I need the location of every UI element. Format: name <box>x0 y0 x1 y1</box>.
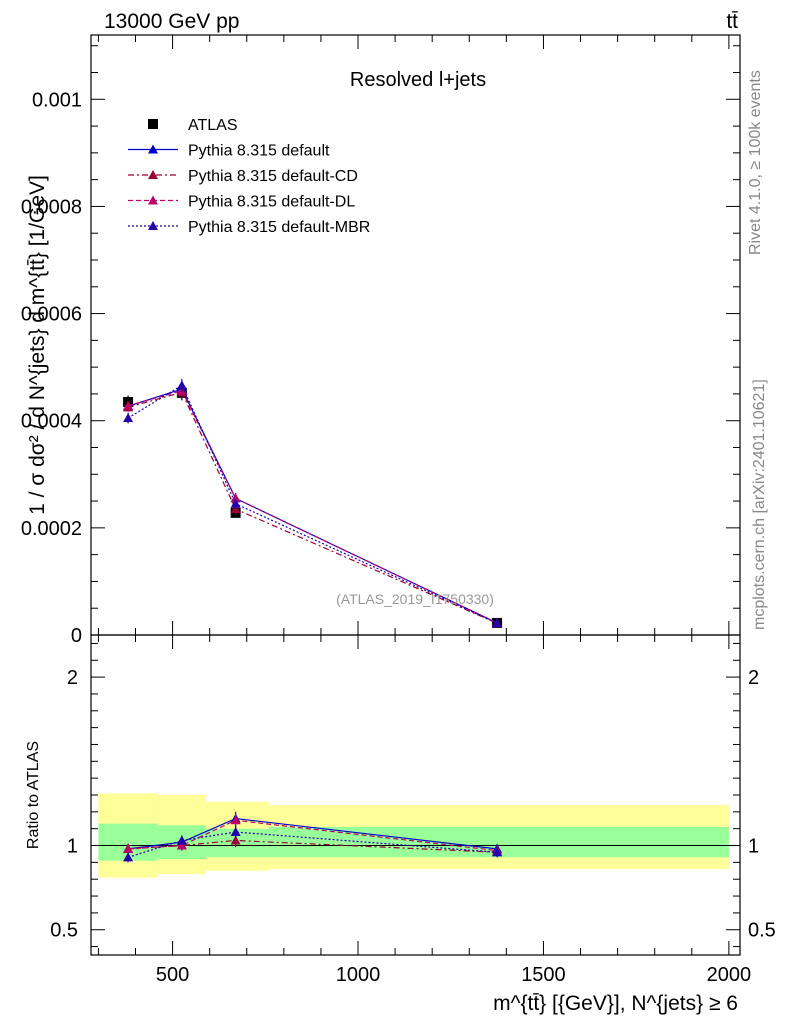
x-tick-label: 1000 <box>336 964 381 986</box>
main-mbr-line <box>127 384 498 624</box>
ratio-dl-point <box>230 815 241 825</box>
main-mbr-point <box>230 498 241 508</box>
main-marks <box>123 378 503 628</box>
ratio-y-tick-label-right: 2 <box>748 667 759 689</box>
x-tick-label: 1500 <box>521 964 566 986</box>
main-axes: 0 0.0002 0.0004 0.0006 0.0008 0.001 <box>21 35 740 647</box>
legend-default-label: Pythia 8.315 default <box>188 143 330 160</box>
main-default-line <box>127 388 498 624</box>
y-tick-label: 0.0008 <box>21 196 82 218</box>
main-panel: 0 0.0002 0.0004 0.0006 0.0008 0.001 Resolved … <box>21 34 741 647</box>
main-dl-point <box>123 400 134 410</box>
legend-dl-label: Pythia 8.315 default-DL <box>188 194 355 211</box>
y-tick-label: 0.0006 <box>21 304 82 326</box>
legend-cd-label: Pythia 8.315 default-CD <box>188 168 358 185</box>
ratio-dl-line <box>128 819 498 852</box>
main-title: Resolved l+jets <box>350 69 486 91</box>
ratio-dl-point <box>123 843 134 853</box>
ratio-cd-point <box>230 835 241 845</box>
legend-atlas-marker <box>148 119 158 129</box>
main-dl-line <box>127 390 498 624</box>
ratio-y-label: Ratio to ATLAS <box>25 741 42 849</box>
watermark: (ATLAS_2019_I1750330) <box>336 591 494 607</box>
header-left: 13000 GeV pp <box>104 10 239 33</box>
legend-dl-marker <box>148 195 158 205</box>
x-tick-label: 500 <box>156 964 189 986</box>
ratio-marks <box>91 793 740 878</box>
ratio-mbr-point <box>230 827 241 837</box>
main-mbr-point <box>492 618 503 628</box>
y-tick-label: 0.001 <box>32 89 82 111</box>
ratio-y-tick-label: 1 <box>67 836 78 858</box>
ratio-mbr-line <box>127 831 498 858</box>
ratio-y-tick-label: 0.5 <box>50 920 78 942</box>
ratio-cd-line <box>128 839 498 853</box>
ratio-y-tick-label: 2 <box>67 667 78 689</box>
legend-atlas-label: ATLAS <box>188 117 238 134</box>
x-tick-label: 2000 <box>707 964 752 986</box>
ratio-default-line <box>128 817 498 850</box>
legend-default-marker <box>148 144 158 154</box>
y-tick-label: 0.0004 <box>21 411 82 433</box>
main-mbr-point <box>123 413 134 423</box>
y-tick-label: 0.0002 <box>21 518 82 540</box>
main-y-label: 1 / σ dσ² / d N^{jets} d m^{tt̄} [1/GeV] <box>26 175 49 515</box>
legend-cd-marker <box>148 170 158 179</box>
legend: ATLAS Pythia 8.315 default Pythia 8.315 de… <box>128 117 370 236</box>
x-axis-label: m^{tt̄} [{GeV}], N^{jets} ≥ 6 <box>493 992 738 1015</box>
y-tick-label: 0 <box>71 625 82 647</box>
ratio-y-tick-label-right: 0.5 <box>748 920 776 942</box>
ratio-mbr-point <box>123 852 134 862</box>
source-label: mcplots.cern.ch [arXiv:2401.10621] <box>751 379 768 630</box>
ratio-mbr-point <box>176 835 187 845</box>
rivet-label: Rivet 4.1.0, ≥ 100k events <box>747 70 764 255</box>
main-dl-point <box>230 493 241 503</box>
ratio-panel: 500 1000 1500 2000 0.5 0.5 1 1 2 2 Ratio to ATLAS <box>25 634 776 986</box>
ratio-axes: 500 1000 1500 2000 0.5 0.5 1 1 2 2 <box>50 635 776 986</box>
legend-mbr-label: Pythia 8.315 default-MBR <box>188 219 370 236</box>
legend-mbr-marker <box>148 221 158 230</box>
main-mbr-point <box>176 380 187 390</box>
main-cd-line <box>127 391 498 624</box>
ratio-mbr-point <box>492 847 503 857</box>
ratio-y-tick-label-right: 1 <box>748 836 759 858</box>
header-right: tt̄ <box>726 10 738 33</box>
